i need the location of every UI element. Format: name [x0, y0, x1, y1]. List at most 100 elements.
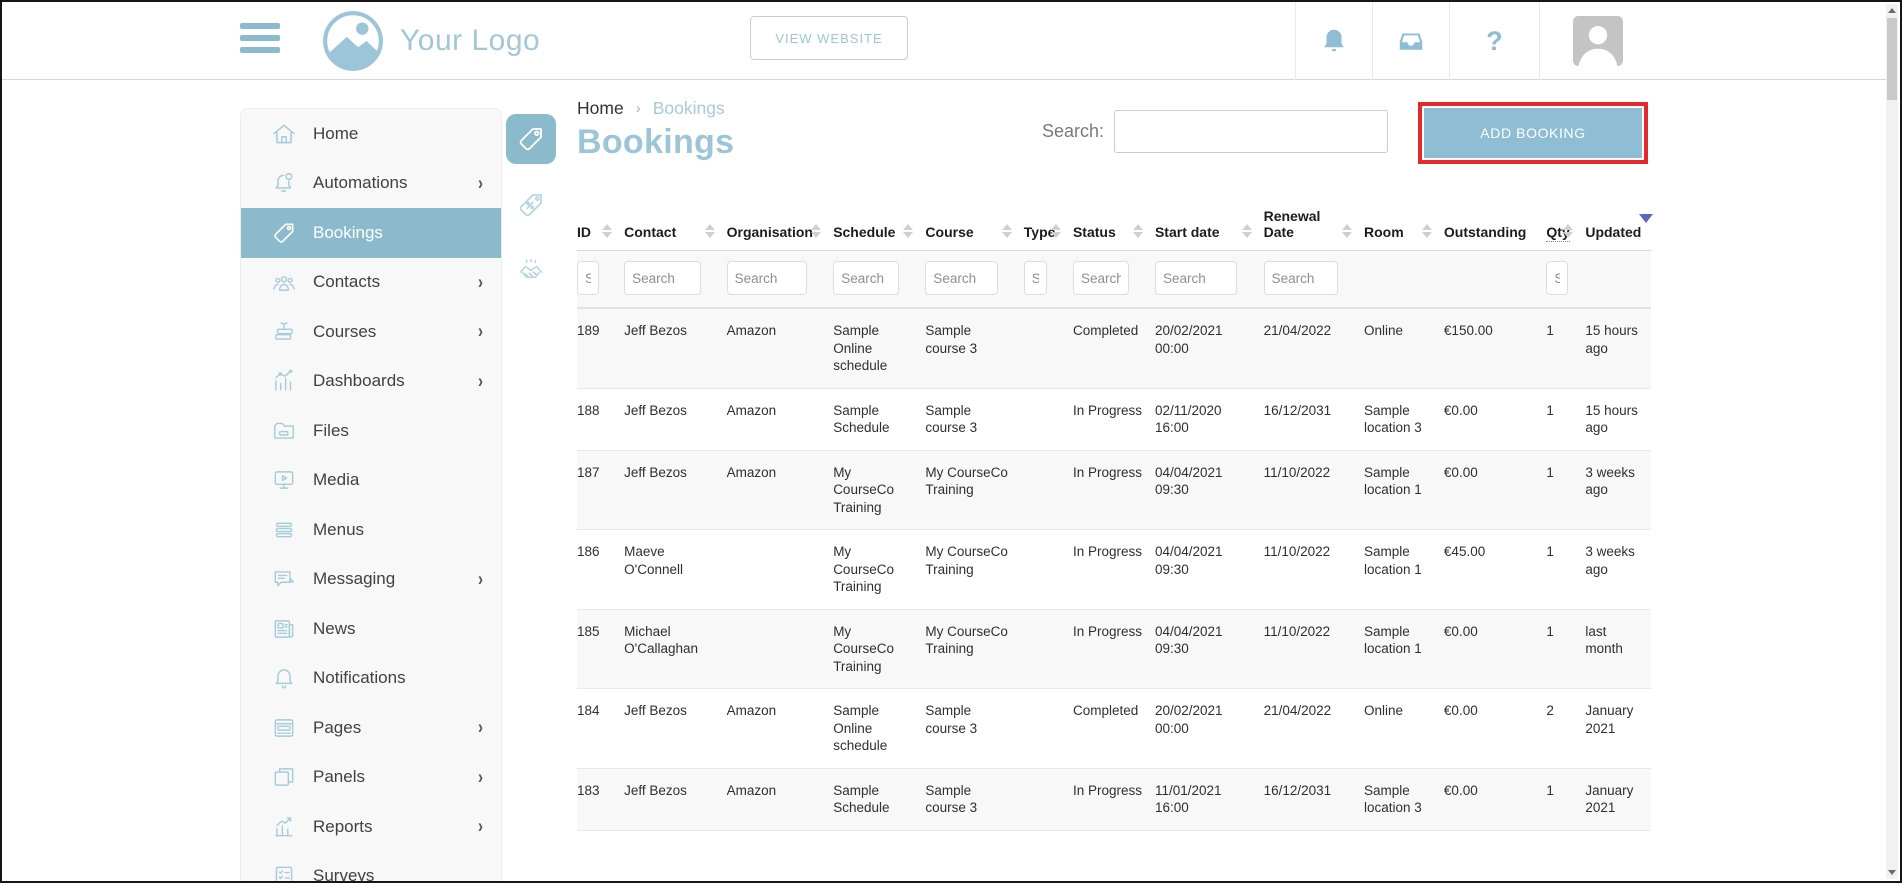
column-header-updated[interactable]: Updated [1585, 200, 1653, 251]
sidebar-item-courses[interactable]: Courses › [241, 307, 501, 357]
sidebar-item-label: Files [313, 420, 349, 440]
chevron-right-icon: › [478, 568, 483, 591]
sort-arrows-icon[interactable] [903, 224, 914, 238]
notifications-bell-icon[interactable] [1295, 2, 1372, 80]
sidebar-item-news[interactable]: News › [241, 604, 501, 654]
column-header-course[interactable]: Course [925, 200, 1024, 251]
filter-input-renewal-date[interactable] [1263, 261, 1338, 295]
view-website-button[interactable]: VIEW WEBSITE [750, 16, 908, 60]
booking-row-187[interactable]: 187 Jeff Bezos Amazon My CourseCo Training M… [577, 450, 1651, 530]
table-cell: 3 weeks ago [1585, 529, 1651, 610]
column-header-qty[interactable]: Qty [1546, 200, 1586, 251]
scrollbar-thumb[interactable] [1887, 18, 1897, 100]
booking-row-186[interactable]: 186 Maeve O'Connell My CourseCo Training My… [577, 529, 1651, 610]
filter-cell [833, 250, 926, 309]
sort-arrows-icon[interactable] [704, 224, 715, 238]
column-header-start-date[interactable]: Start date [1154, 200, 1264, 251]
table-cell: 11/01/2021 16:00 [1154, 768, 1264, 831]
bellb-icon [271, 170, 297, 196]
sort-arrows-icon[interactable] [1132, 224, 1143, 238]
sort-arrows-icon[interactable] [1421, 224, 1432, 238]
sort-arrows-icon[interactable] [1001, 224, 1012, 238]
filter-input-start-date[interactable] [1154, 261, 1237, 295]
column-header-schedule[interactable]: Schedule [833, 200, 926, 251]
sort-desc-icon[interactable] [1639, 214, 1653, 223]
column-header-room[interactable]: Room [1364, 200, 1444, 251]
filter-input-schedule[interactable] [833, 261, 900, 295]
filter-input-contact[interactable] [624, 261, 701, 295]
column-header-renewal-date[interactable]: Renewal Date [1263, 200, 1364, 251]
column-label: Type [1023, 224, 1056, 240]
sidebar-item-reports[interactable]: Reports › [241, 802, 501, 852]
add-booking-highlight: ADD BOOKING [1418, 102, 1648, 164]
sidebar-item-notifications[interactable]: Notifications › [241, 654, 501, 704]
filter-input-organisation[interactable] [726, 261, 808, 295]
table-cell: Sample location 3 [1364, 768, 1444, 831]
column-header-status[interactable]: Status [1072, 200, 1155, 251]
menu-toggle-icon[interactable] [240, 23, 280, 59]
sort-arrows-icon[interactable] [811, 224, 822, 238]
sidebar-item-pages[interactable]: Pages › [241, 703, 501, 753]
sidebar-item-menus[interactable]: Menus › [241, 505, 501, 555]
inbox-icon[interactable] [1372, 2, 1449, 80]
vertical-scrollbar[interactable] [1886, 4, 1898, 879]
sidebar-item-contacts[interactable]: Contacts › [241, 258, 501, 308]
table-cell: Sample location 1 [1364, 450, 1444, 530]
table-cell [1023, 609, 1073, 689]
sidebar-item-files[interactable]: Files › [241, 406, 501, 456]
booking-row-189[interactable]: 189 Jeff Bezos Amazon Sample Online schedul… [577, 308, 1651, 389]
message-icon [271, 566, 297, 592]
sidebar-item-panels[interactable]: Panels › [241, 753, 501, 803]
subnav-deals-handshake-icon[interactable] [506, 246, 556, 296]
filter-input-course[interactable] [925, 261, 998, 295]
filter-input-qty[interactable] [1546, 261, 1569, 295]
column-header-contact[interactable]: Contact [624, 200, 727, 251]
table-cell: 183 [577, 768, 625, 831]
booking-row-185[interactable]: 185 Michael O'Callaghan My CourseCo Traini… [577, 609, 1651, 689]
booking-row-183[interactable]: 183 Jeff Bezos Amazon Sample Schedule Sample… [577, 768, 1651, 831]
sort-arrows-icon[interactable] [1563, 224, 1574, 238]
chevron-right-icon: › [478, 370, 483, 393]
sidebar-item-media[interactable]: Media › [241, 456, 501, 506]
sidebar-item-dashboards[interactable]: Dashboards › [241, 357, 501, 407]
bell-icon [271, 665, 297, 691]
booking-row-184[interactable]: 184 Jeff Bezos Amazon Sample Online schedul… [577, 688, 1651, 769]
booking-row-188[interactable]: 188 Jeff Bezos Amazon Sample Schedule Sample… [577, 388, 1651, 451]
user-avatar[interactable] [1539, 2, 1655, 80]
sort-arrows-icon[interactable] [1050, 224, 1061, 238]
column-header-type[interactable]: Type [1023, 200, 1073, 251]
column-header-outstanding[interactable]: Outstanding [1443, 200, 1547, 251]
breadcrumb-home-link[interactable]: Home [577, 98, 624, 118]
search-input[interactable] [1114, 110, 1389, 153]
sidebar-item-messaging[interactable]: Messaging › [241, 555, 501, 605]
column-label: Schedule [833, 224, 896, 240]
sidebar-item-automations[interactable]: Automations › [241, 159, 501, 209]
table-cell: Online [1364, 688, 1444, 769]
filter-cell [726, 250, 834, 309]
filter-input-id[interactable] [577, 261, 599, 295]
sidebar-item-bookings[interactable]: Bookings › [241, 208, 501, 258]
scroll-down-arrow-icon[interactable] [1886, 866, 1898, 879]
subnav-bookings-tag-icon[interactable] [506, 114, 556, 164]
sort-arrows-icon[interactable] [602, 224, 613, 238]
sidebar-item-home[interactable]: Home › [241, 109, 501, 159]
help-icon[interactable]: ? [1449, 2, 1539, 80]
sidebar-item-surveys[interactable]: Surveys › [241, 852, 501, 881]
subnav-promotions-tag-percent-icon[interactable] [506, 180, 556, 230]
filter-cell [1364, 250, 1444, 309]
filter-input-type[interactable] [1023, 261, 1047, 295]
panels-icon [271, 764, 297, 790]
filter-input-status[interactable] [1072, 261, 1129, 295]
sort-arrows-icon[interactable] [1241, 224, 1252, 238]
add-booking-button[interactable]: ADD BOOKING [1424, 108, 1642, 158]
column-header-id[interactable]: ID [577, 200, 625, 251]
column-label: Outstanding [1443, 224, 1527, 240]
column-header-organisation[interactable]: Organisation [726, 200, 834, 251]
table-cell [726, 529, 834, 610]
table-cell: 11/10/2022 [1263, 609, 1364, 689]
column-label: Start date [1154, 224, 1220, 240]
chevron-right-icon: › [478, 320, 483, 343]
table-cell: €0.00 [1443, 609, 1547, 689]
sort-arrows-icon[interactable] [1342, 224, 1352, 238]
scroll-up-arrow-icon[interactable] [1886, 4, 1898, 17]
